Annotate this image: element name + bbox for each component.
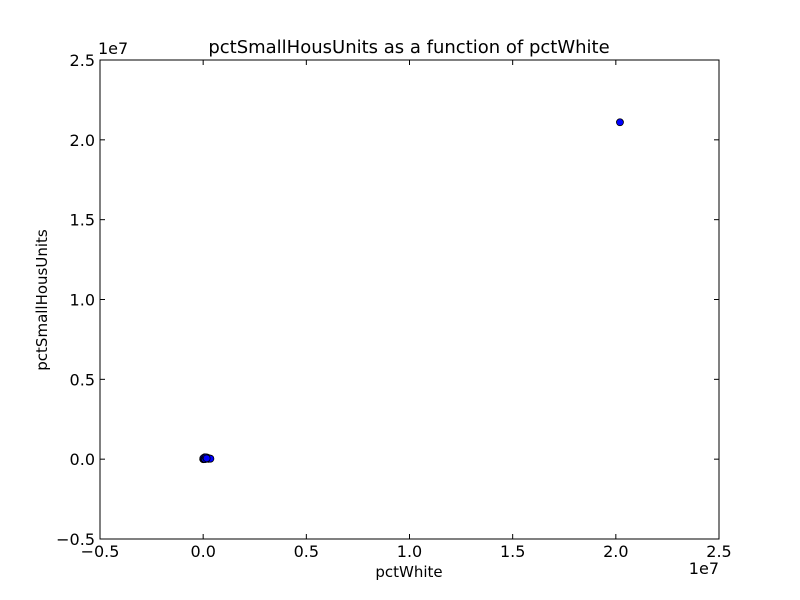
x-tick-label-0: −0.5 [81, 542, 120, 561]
x-tick-label-2: 0.5 [294, 542, 319, 561]
axis-ticks-layer: −0.5 0.0 0.5 1.0 1.5 2.0 2.5 −0.5 0.0 0.5 1.0 1.5 2.… [56, 51, 732, 561]
x-tick-label-6: 2.5 [706, 542, 731, 561]
y-tick-label-6: 2.5 [70, 51, 95, 70]
x-axis-offset-label: 1e7 [689, 559, 719, 578]
x-tick-label-5: 2.0 [603, 542, 628, 561]
y-tick-label-3: 1.0 [70, 291, 95, 310]
data-points-layer [199, 118, 624, 464]
y-axis-label: pctSmallHousUnits [33, 229, 51, 371]
y-tick-label-1: 0.0 [70, 450, 95, 469]
data-point-0 [616, 118, 624, 127]
chart-title: pctSmallHousUnits as a function of pctWh… [208, 37, 609, 58]
y-axis-offset-label: 1e7 [98, 39, 128, 58]
y-tick-label-2: 0.5 [70, 370, 95, 389]
y-tick-label-0: −0.5 [56, 530, 95, 549]
y-tick-label-4: 1.5 [70, 211, 95, 230]
x-tick-label-1: 0.0 [190, 542, 215, 561]
y-tick-label-5: 2.0 [70, 131, 95, 150]
x-tick-label-3: 1.0 [397, 542, 422, 561]
data-point-19 [202, 454, 211, 463]
x-tick-label-4: 1.5 [500, 542, 525, 561]
x-axis-label: pctWhite [375, 563, 442, 581]
